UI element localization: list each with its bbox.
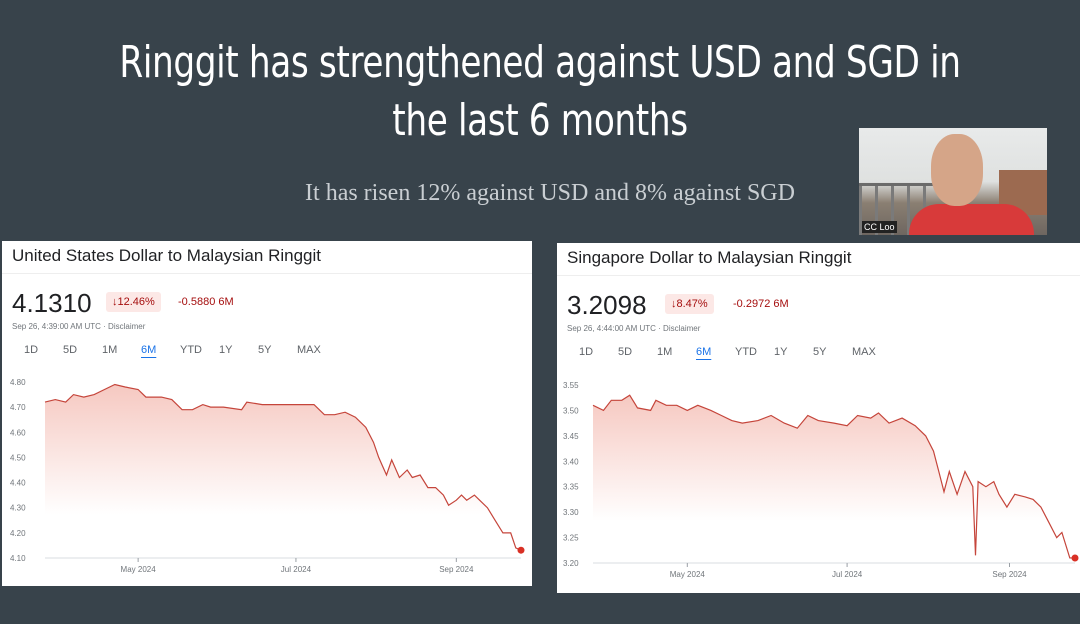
change-percent-badge: ↓12.46% [106, 292, 161, 312]
price-chart[interactable]: 4.80 4.70 4.60 4.50 4.40 4.30 4.20 4.10 May 2024… [2, 241, 532, 586]
title-line-2: the last 6 months [392, 95, 688, 146]
y-tick-label: 4.10 [10, 554, 26, 563]
price-line [592, 394, 1076, 559]
range-tab-6m[interactable]: 6M [141, 344, 157, 356]
presenter-shirt [909, 204, 1034, 235]
divider [557, 275, 1080, 276]
x-tick-label: Sep 2024 [992, 570, 1027, 579]
y-tick-label: 3.20 [563, 559, 579, 568]
x-tick-label: Sep 2024 [439, 565, 474, 574]
range-tab-max[interactable]: MAX [852, 346, 876, 358]
x-tick-label: May 2024 [670, 570, 706, 579]
current-point-marker [1071, 554, 1079, 562]
range-tab-5d[interactable]: 5D [618, 346, 633, 358]
range-tab-max[interactable]: MAX [297, 344, 321, 356]
y-tick-label: 4.40 [10, 479, 26, 488]
y-tick-label: 3.25 [563, 534, 579, 543]
range-tabs: 1D 5D 1M 6M YTD 1Y 5Y MAX [24, 344, 336, 356]
webcam-video: CC Loo [859, 128, 1047, 235]
x-tick-label: Jul 2024 [832, 570, 863, 579]
range-tab-ytd[interactable]: YTD [735, 346, 757, 358]
range-tab-5y[interactable]: 5Y [813, 346, 827, 358]
slide-subtitle: It has risen 12% against USD and 8% agai… [305, 180, 795, 206]
range-tab-6m[interactable]: 6M [696, 346, 712, 358]
range-tab-1d[interactable]: 1D [24, 344, 39, 356]
range-tab-ytd[interactable]: YTD [180, 344, 202, 356]
range-tab-5y[interactable]: 5Y [258, 344, 272, 356]
timestamp-disclaimer[interactable]: Sep 26, 4:39:00 AM UTC · Disclaimer [12, 322, 146, 331]
chart-title: United States Dollar to Malaysian Ringgi… [12, 246, 321, 265]
divider [2, 273, 532, 274]
x-tick-label: May 2024 [121, 565, 157, 574]
range-tab-1y[interactable]: 1Y [219, 344, 233, 356]
y-tick-label: 4.50 [10, 453, 26, 462]
range-tab-1d[interactable]: 1D [579, 346, 594, 358]
current-price: 3.2098 [567, 290, 647, 320]
y-tick-label: 3.45 [563, 432, 579, 441]
current-point-marker [517, 546, 525, 554]
range-tab-5d[interactable]: 5D [63, 344, 78, 356]
change-absolute: -0.5880 6M [178, 296, 234, 308]
current-price: 4.1310 [12, 288, 92, 318]
area-fill [593, 395, 1075, 563]
y-tick-label: 4.70 [10, 403, 26, 412]
price-chart[interactable]: 3.55 3.50 3.45 3.40 3.35 3.30 3.25 3.20 May 2024… [557, 243, 1080, 593]
y-tick-label: 4.80 [10, 378, 26, 387]
price-line [44, 383, 522, 551]
y-tick-label: 3.50 [563, 406, 579, 415]
area-fill [45, 384, 521, 558]
title-line-1: Ringgit has strengthened against USD and… [119, 37, 961, 88]
range-tabs: 1D 5D 1M 6M YTD 1Y 5Y MAX [579, 346, 891, 358]
sgd-myr-card: Singapore Dollar to Malaysian Ringgit 3.… [557, 243, 1080, 593]
range-tab-1y[interactable]: 1Y [774, 346, 788, 358]
y-tick-label: 4.30 [10, 504, 26, 513]
y-tick-label: 3.30 [563, 508, 579, 517]
y-tick-label: 3.55 [563, 381, 579, 390]
presenter-face [931, 134, 983, 206]
range-tab-1m[interactable]: 1M [657, 346, 673, 358]
slide-title: Ringgit has strengthened against USD and… [49, 34, 1032, 150]
y-tick-label: 3.40 [563, 457, 579, 466]
range-tab-1m[interactable]: 1M [102, 344, 118, 356]
x-tick-label: Jul 2024 [281, 565, 312, 574]
change-percent-badge: ↓8.47% [665, 294, 714, 314]
participant-name: CC Loo [862, 221, 897, 233]
change-absolute: -0.2972 6M [733, 298, 789, 310]
y-tick-label: 3.35 [563, 483, 579, 492]
y-tick-label: 4.60 [10, 428, 26, 437]
timestamp-disclaimer[interactable]: Sep 26, 4:44:00 AM UTC · Disclaimer [567, 324, 701, 333]
y-tick-label: 4.20 [10, 529, 26, 538]
usd-myr-card: United States Dollar to Malaysian Ringgi… [2, 241, 532, 586]
chart-title: Singapore Dollar to Malaysian Ringgit [567, 248, 852, 267]
